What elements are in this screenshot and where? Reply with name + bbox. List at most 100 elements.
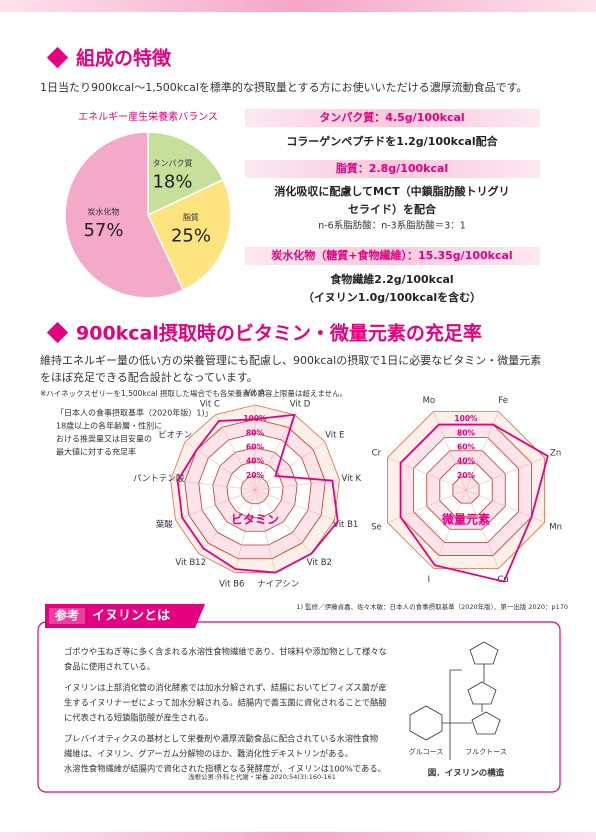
spoke (254, 489, 276, 573)
inulin-line: 食品に使用されている。 (64, 662, 155, 672)
feature-bar (245, 247, 540, 265)
axis-label: ビオチン (158, 430, 192, 440)
section-title: 組成の特徴 (76, 47, 172, 70)
ring (471, 711, 501, 735)
feature-text: コラーゲンペプチドを1.2g/100kcal配合 (286, 134, 498, 148)
feature-text: 食物繊維2.2g/100kcal (330, 272, 453, 286)
spoke (465, 457, 545, 491)
inulin-line: ゴボウや玉ねぎ等に多く含まれる水溶性食物繊維であり、甘味料や添加物として様々な (64, 647, 387, 657)
spoke (170, 479, 256, 491)
spoke (234, 489, 256, 573)
top-bar (0, 0, 596, 12)
criteria: 「日本人の食事摂取基準（2020年版）1)」 (56, 408, 213, 418)
ring-label: 60% (457, 443, 475, 452)
radar-line (176, 413, 339, 574)
ring-label: 40% (246, 457, 264, 466)
feature-heading: タンパク質：4.5g/100kcal (319, 110, 464, 124)
criteria: 最大値に対する充足率 (56, 447, 136, 457)
axis-label: Vit B2 (307, 558, 332, 568)
feature-heading: 炭水化物（糖質+食物繊維）：15.35g/100kcal (271, 248, 512, 262)
inulin-box (37, 621, 561, 793)
center-label: 微量元素 (441, 512, 490, 527)
inulin-title: イヌリンとは (92, 609, 170, 624)
slice-name: 脂質 (183, 212, 199, 222)
axis-label: I (428, 575, 431, 585)
fig-caption: 図．イヌリンの構造 (428, 768, 505, 779)
tag-bg (49, 608, 85, 624)
slice-value: 18% (152, 171, 192, 192)
spoke (433, 489, 467, 569)
inulin-line: イヌリンは上部消化管の消化酵素では加水分解されず、結腸においてビフィズス菌が産 (64, 683, 387, 693)
spoke (254, 489, 335, 521)
reference: 1) 監修／伊藤貞嘉、佐々木敏：日本人の食事摂取基準（2020年版）、第一出版 … (296, 602, 568, 611)
radar-line (399, 423, 549, 583)
ring-label: 40% (457, 457, 475, 466)
spoke (175, 489, 256, 521)
slice-name: 炭水化物 (87, 206, 119, 216)
ring (409, 705, 443, 741)
inulin-banner (45, 604, 205, 628)
chart-title: エネルギー産生栄養素バランス (78, 110, 218, 123)
axis-label: Cr (372, 448, 382, 458)
axis-label: Mo (423, 396, 436, 406)
pie-slice (147, 178, 232, 292)
feature-heading: 脂質：2.8g/100kcal (335, 161, 448, 175)
ring-label: 80% (246, 428, 264, 437)
ring (467, 681, 497, 705)
inulin-text: ゴボウや玉ねぎ等に多く含まれる水溶性食物繊維であり、甘味料や添加物として様々な食… (64, 647, 387, 774)
diamond (46, 321, 69, 344)
spoke (198, 489, 256, 554)
bottom-bar (0, 832, 596, 840)
feature-text: （イヌリン1.0g/100kcalを含む） (303, 290, 481, 304)
note: ※ハイネックスゼリーを1,500kcal 摂取した場合でも各栄養素の耐容上限量は… (40, 388, 347, 398)
inulin-line: 水溶性食物繊維が結腸内で資化された指標となる発酵度が、イヌリンは100%である。 (64, 764, 386, 774)
axis-label: Cu (497, 575, 508, 585)
axis-label: Vit D (290, 400, 311, 410)
section-title: 900kcal摂取時のビタミン・微量元素の充足率 (76, 322, 482, 345)
axis-label: Se (371, 523, 382, 533)
diamond (46, 46, 69, 69)
criteria: おける推奨量又は目安量の (56, 434, 152, 444)
axis-label: Vit B6 (219, 580, 244, 590)
inulin-line: 繊維は、イヌリン、グアーガム分解物のほか、難消化性デキストリンがある。 (64, 749, 353, 759)
axis-label: ナイアシン (257, 580, 299, 590)
fig-label: グルコース (409, 747, 444, 756)
feature-bar (245, 109, 540, 127)
axis-label: Vit B1 (333, 520, 358, 530)
feature-text: 消化吸収に配慮してMCT（中鎖脂肪酸トリグリ (274, 184, 509, 198)
citation: 浅根公男:外科と代謝・栄養.2020;54(3):160-161 (188, 772, 336, 781)
slice-value: 25% (171, 225, 211, 246)
structure (409, 641, 501, 760)
fig-label: フルクトース (465, 748, 507, 756)
ring-label: 80% (457, 428, 475, 437)
axis-label: Zn (550, 448, 561, 458)
feature-text: セライド）を配合 (348, 202, 437, 216)
lead: 維持エネルギー量の低い方の栄養管理にも配慮し、900kcalの摂取で1日に必要な… (40, 353, 541, 367)
feature-note: n-6系脂肪酸：n-3系脂肪酸＝3：1 (318, 220, 466, 232)
center-label: ビタミン (231, 512, 279, 527)
lead: をほぼ充足できる配合設計となっています。 (40, 370, 258, 384)
inulin-line: 生するイヌリナーゼによって加水分解される。結腸内で善玉菌に資化されることで酪酸 (64, 698, 387, 708)
ring-label: 20% (457, 471, 475, 480)
spoke (215, 414, 256, 491)
bond (442, 664, 485, 760)
axis-label: Vit B12 (175, 558, 206, 568)
spoke (254, 441, 326, 491)
ring-label: 60% (246, 443, 264, 452)
axis-label: Mn (549, 523, 562, 533)
pie-slice (147, 131, 225, 217)
axis-label: 葉酸 (156, 519, 174, 530)
criteria: 18歳以上の各年齢層・性別に (56, 421, 162, 431)
axis-label: Vit C (200, 400, 220, 410)
axis-label: パントテン酸 (133, 473, 185, 484)
spoke (465, 489, 499, 569)
spoke (254, 414, 295, 491)
slice-name: タンパク質 (152, 158, 192, 168)
inulin-line: に代表される短鎖脂肪酸が産生される。 (64, 713, 213, 723)
axis-label: Vit A (245, 389, 265, 399)
ring-label: 20% (246, 471, 264, 480)
slice-value: 57% (83, 220, 123, 241)
spoke (254, 489, 312, 554)
